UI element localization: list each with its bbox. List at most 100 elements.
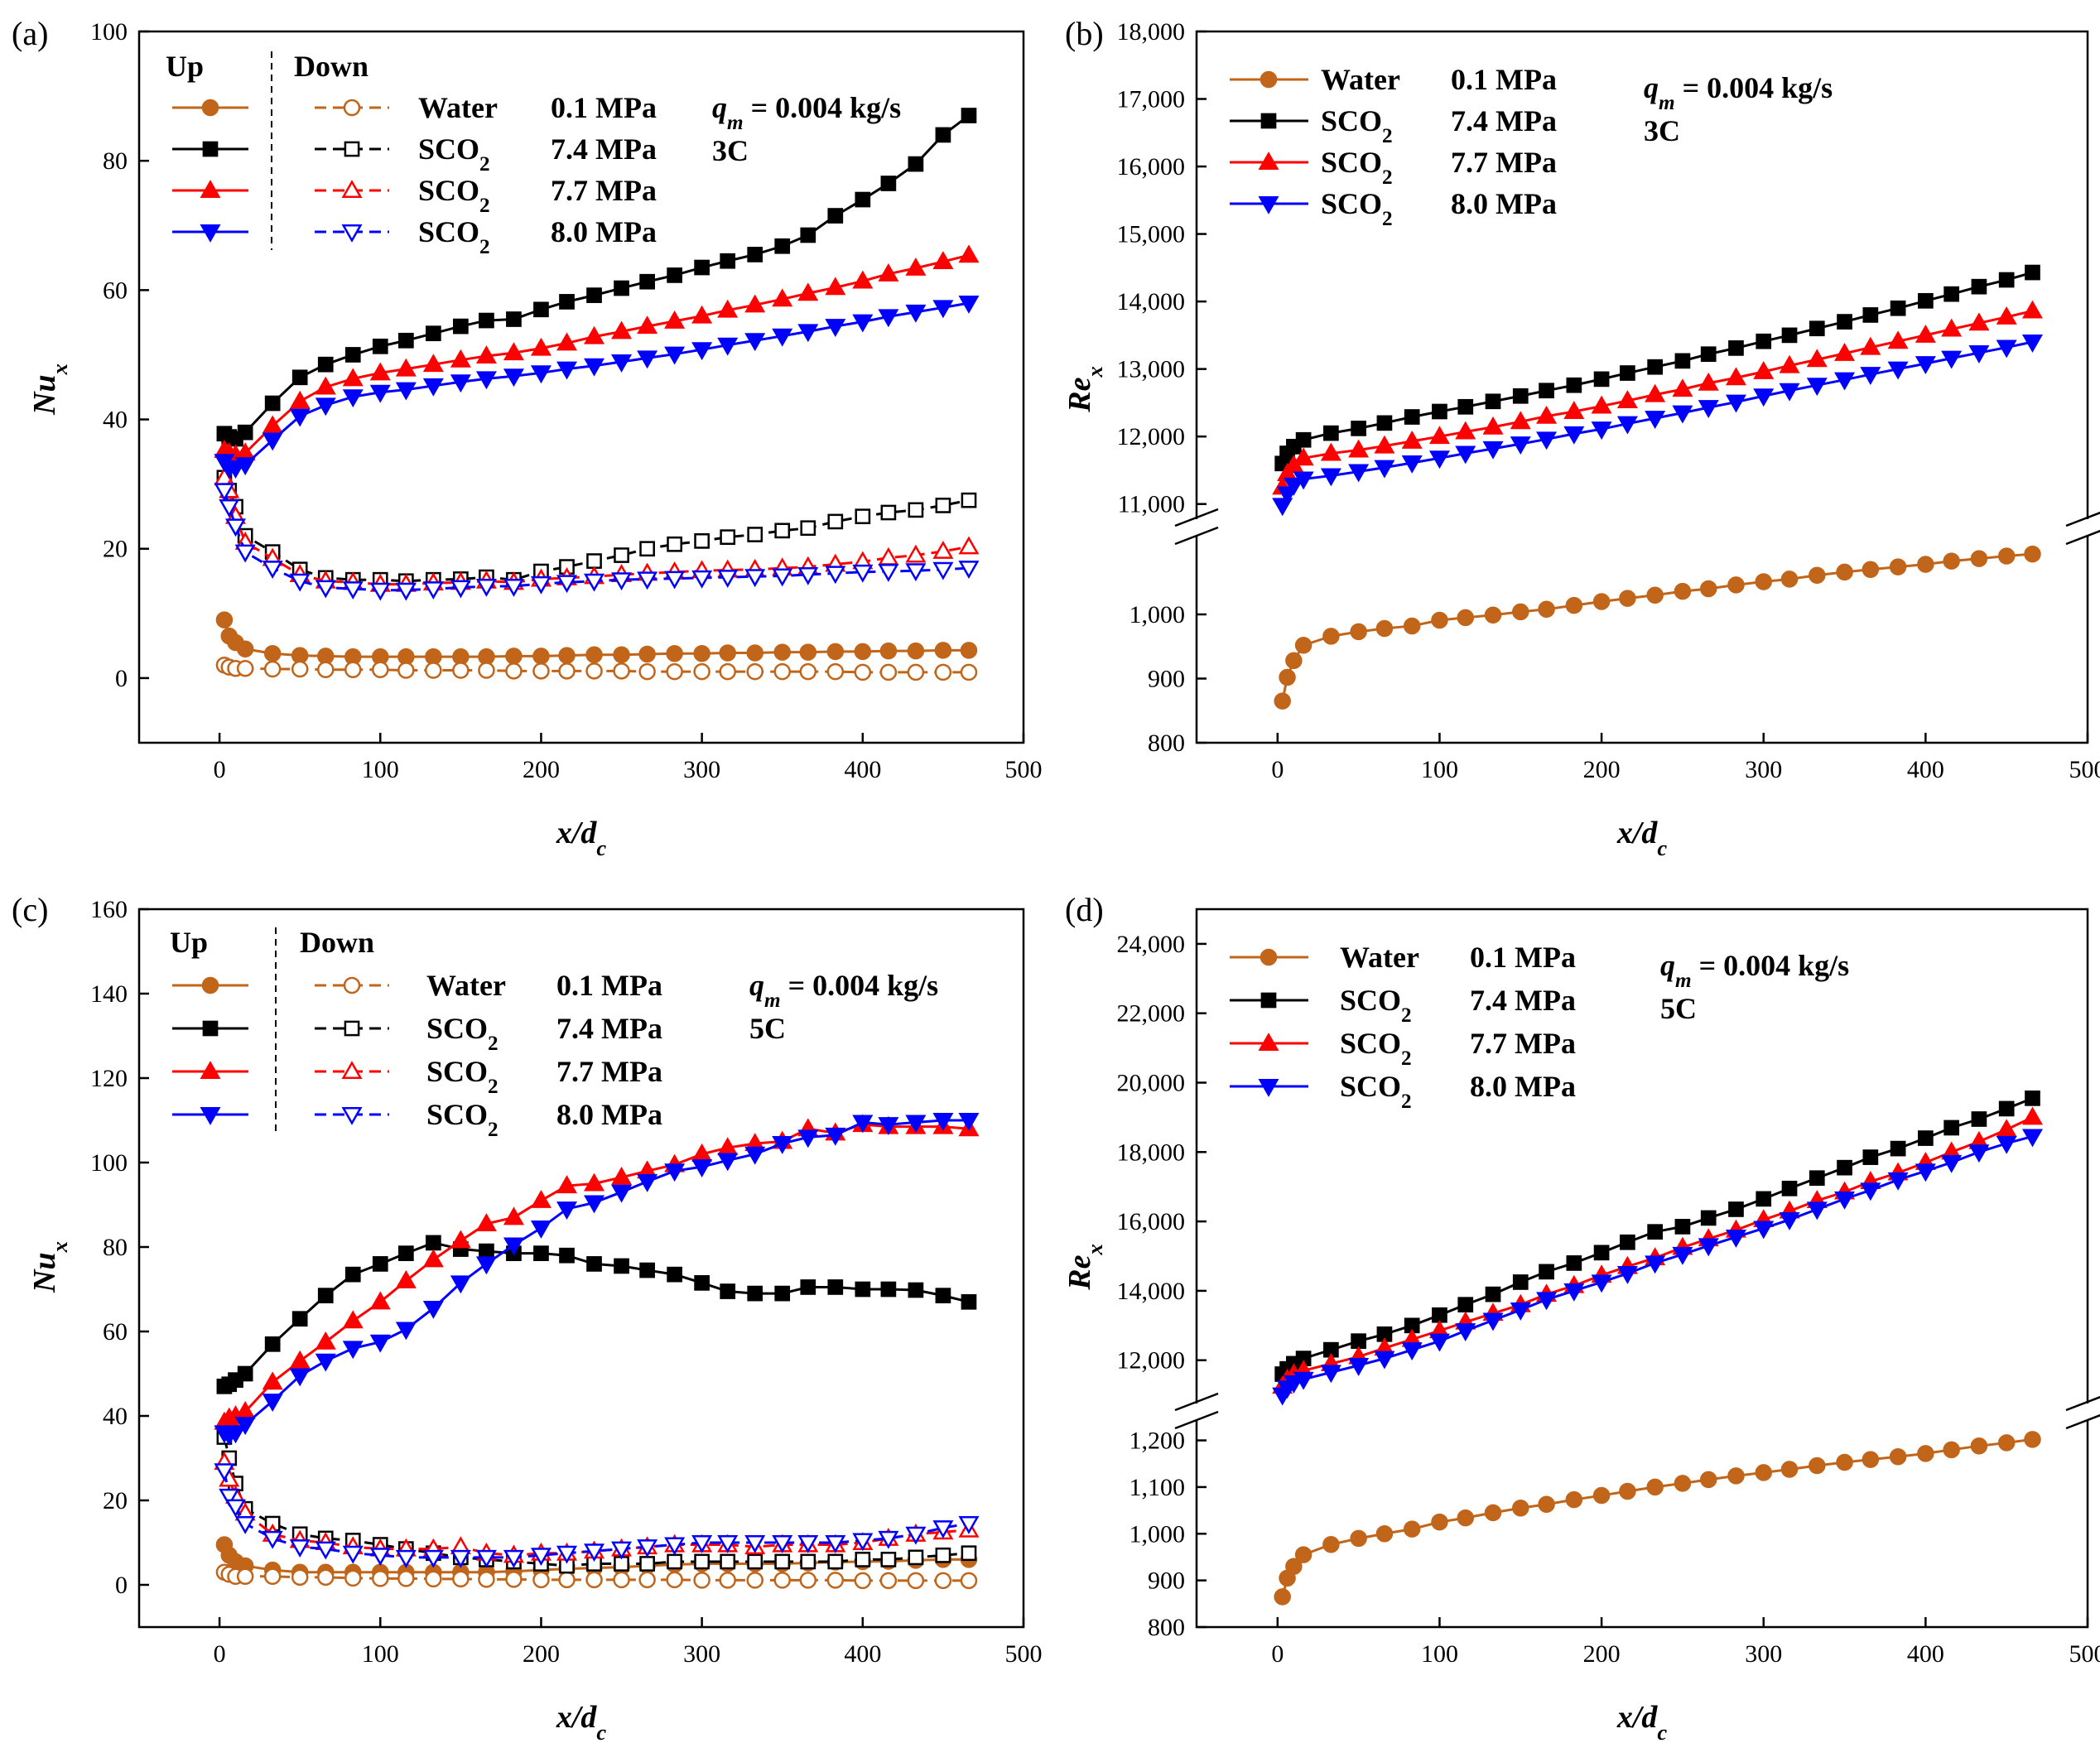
data-point xyxy=(905,563,927,582)
axis-break-mark xyxy=(1174,1410,1219,1430)
data-point xyxy=(613,662,630,680)
data-point xyxy=(1890,300,1906,316)
data-point xyxy=(369,1334,391,1353)
flow-rate-annotation: qm = 0.004 kg/s xyxy=(712,91,901,134)
data-point xyxy=(854,1572,872,1590)
data-point xyxy=(1512,603,1529,621)
y-tick-label: 14,000 xyxy=(1117,1278,1186,1305)
data-point xyxy=(2021,1106,2043,1125)
data-point xyxy=(425,1570,442,1588)
x-tick-label: 500 xyxy=(2069,756,2100,783)
data-point xyxy=(827,1279,844,1295)
data-point xyxy=(1320,468,1341,487)
data-point xyxy=(342,1545,364,1564)
data-point xyxy=(773,1572,791,1589)
data-point xyxy=(503,342,524,361)
legend-marker-down xyxy=(341,180,363,199)
data-point xyxy=(611,320,633,339)
data-point xyxy=(372,661,389,679)
data-point xyxy=(717,299,739,318)
data-point xyxy=(826,662,845,681)
data-point xyxy=(694,533,710,549)
data-point xyxy=(236,659,254,677)
data-point xyxy=(797,566,819,585)
data-point xyxy=(1756,1191,1772,1207)
series-0 xyxy=(215,611,978,666)
data-point xyxy=(744,294,766,313)
data-point xyxy=(1320,442,1341,461)
data-point xyxy=(1860,336,1881,355)
data-point xyxy=(855,1552,871,1567)
legend-marker-down xyxy=(344,141,360,157)
data-point xyxy=(747,1285,763,1302)
data-point xyxy=(638,1571,656,1589)
panel-a: (a) 0 100 200 300 400 500 0 20 40 60 80 100 x/dc Nux Up… xyxy=(12,15,1043,860)
data-point xyxy=(1320,1365,1341,1384)
data-point xyxy=(747,527,763,542)
data-point xyxy=(558,662,576,680)
data-point xyxy=(1915,356,1936,374)
data-point xyxy=(291,660,309,678)
data-point xyxy=(1428,426,1450,445)
data-point xyxy=(234,544,256,563)
legend-marker-up xyxy=(201,99,219,117)
series-line xyxy=(223,1123,970,1423)
data-point xyxy=(1428,1333,1450,1352)
data-point xyxy=(907,642,925,660)
data-point xyxy=(1484,606,1502,624)
data-point xyxy=(747,247,763,262)
data-point xyxy=(744,1534,766,1553)
data-point xyxy=(505,648,523,665)
data-point xyxy=(1374,435,1395,454)
y-tick-label: 800 xyxy=(1148,729,1185,757)
data-point xyxy=(934,1572,952,1590)
data-point xyxy=(1279,668,1296,686)
data-point xyxy=(614,1258,629,1274)
data-point xyxy=(1431,611,1448,629)
data-point xyxy=(586,287,602,303)
legend-marker xyxy=(1258,1078,1279,1097)
series-1 xyxy=(215,1563,978,1590)
legend: Up Down Water 0.1 MPa SCO2 7.4 MPa SCO2 7.7 MPa… xyxy=(166,50,901,258)
legend-marker-down xyxy=(343,99,361,117)
data-point xyxy=(772,1534,793,1553)
data-point xyxy=(342,1341,364,1360)
data-point xyxy=(1565,1490,1583,1509)
data-point xyxy=(1781,1180,1798,1197)
data-point xyxy=(800,1279,816,1295)
data-point xyxy=(958,295,980,314)
legend-fluid-label: SCO2 xyxy=(1321,187,1393,230)
data-point xyxy=(878,564,899,582)
data-point xyxy=(397,332,414,349)
data-point xyxy=(1646,586,1664,604)
data-point xyxy=(744,1146,766,1165)
data-point xyxy=(611,572,633,591)
data-point xyxy=(584,358,605,377)
data-point xyxy=(1482,416,1504,435)
data-point xyxy=(1970,1437,1988,1455)
data-point xyxy=(611,1184,633,1203)
data-point xyxy=(905,544,927,563)
data-point xyxy=(584,1195,605,1214)
data-point xyxy=(1274,692,1291,710)
data-point xyxy=(720,529,736,546)
plot-frame xyxy=(137,30,1025,744)
data-point xyxy=(720,1553,736,1570)
data-point xyxy=(1457,1509,1475,1527)
data-point xyxy=(397,1245,414,1262)
data-point xyxy=(1285,652,1303,670)
data-point xyxy=(530,337,551,356)
data-point xyxy=(637,315,658,335)
series-3 xyxy=(1272,335,2043,517)
x-tick-label: 300 xyxy=(1745,1640,1782,1668)
data-point xyxy=(369,384,391,403)
data-point xyxy=(1510,1302,1531,1321)
data-point xyxy=(797,1534,819,1553)
data-point xyxy=(852,1533,874,1552)
x-tick-label: 200 xyxy=(1583,1640,1621,1668)
data-point xyxy=(1971,278,1987,295)
y-tick-label: 16,000 xyxy=(1117,153,1186,181)
x-tick-label: 200 xyxy=(523,1640,560,1668)
axis-break-mark xyxy=(2065,1413,2100,1430)
data-point xyxy=(905,304,927,323)
